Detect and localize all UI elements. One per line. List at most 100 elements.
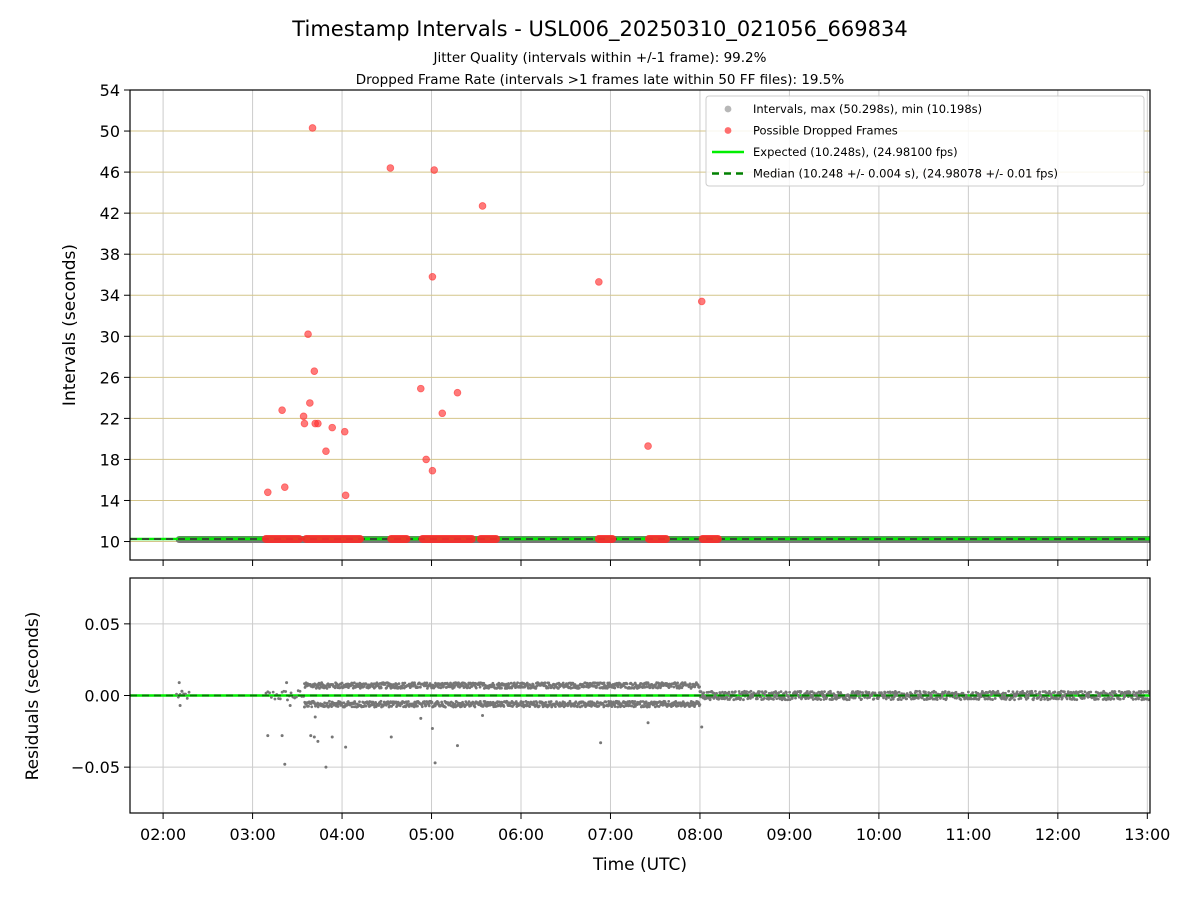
residual-outlier-9 [306,701,310,705]
residual-band-c-point [500,686,503,690]
residual-band-c-point [451,701,455,705]
residual-band-d-point [847,698,851,702]
residual-band-c-point [525,704,528,708]
bottom-ytick-label-2: −0.05 [71,758,120,777]
residual-band-d-point [1105,692,1109,696]
residual-band-c-point [631,683,635,687]
residual-band-d-point [745,690,749,694]
residual-outlier-10 [309,734,313,738]
residual-band-d-point [1041,690,1045,694]
residual-band-c-point [427,704,431,708]
residual-band-c-point [574,700,578,704]
residual-band-c-point [676,704,680,708]
dropped-frame-point-1 [278,406,286,414]
legend-label-0: Intervals, max (50.298s), min (10.198s) [753,102,982,116]
residual-band-d-point [777,691,781,695]
residual-band-c-point [667,700,671,703]
residual-outlier-14 [324,765,328,769]
dropped-frame-point-25 [644,442,652,450]
residual-band-d-point [1065,697,1069,701]
dropped-frame-point-23 [478,202,487,210]
residual-band-d-point [845,698,849,702]
legend-label-1: Possible Dropped Frames [753,124,898,138]
residual-outlier-3 [266,734,270,738]
residual-band-c-point [500,700,504,704]
residual-band-d-point [984,697,987,701]
residual-band-d-point [1013,698,1016,702]
residual-band-d-point [805,690,809,693]
top-ytick-label-7: 38 [100,245,120,264]
residual-band-b-point [268,691,271,695]
residual-band-c-point [663,700,667,703]
residual-band-d-point [1083,690,1087,694]
residual-band-c-point [379,699,383,703]
residual-band-d-point [1053,690,1057,694]
residual-band-d-point [811,698,815,701]
bottom-data [130,681,1150,769]
residual-band-c-point [396,700,400,704]
residual-band-c-point [442,685,445,689]
xtick-label-4: 06:00 [498,825,544,844]
residual-band-d-point [742,698,745,702]
residual-band-d-point [922,698,926,701]
dropped-frame-point-5 [304,330,312,339]
residual-band-d-point [893,694,897,697]
residual-band-d-point [867,691,871,694]
residual-band-c-point [595,686,598,689]
residual-band-d-point [799,690,803,693]
residual-band-d-point [975,697,978,701]
intervals-plot: 10 14 18 22 26 30 34 38 42 46 50 54 Intervals, max (… [100,81,1151,566]
residual-band-d-point [1011,690,1015,694]
residual-band-d-point [1082,696,1086,700]
residual-band-d-point [1038,690,1042,694]
residual-band-c-point [307,704,310,708]
residual-band-d-point [775,697,779,700]
dropped-frame-point-14 [341,491,350,500]
residual-band-d-point [725,695,729,699]
residual-band-c-point [325,686,329,690]
residual-band-b-point [278,697,282,701]
residual-band-c-point [647,682,650,686]
residual-band-c-point [576,684,580,688]
residual-band-d-point [857,692,861,696]
residual-band-c-point [537,704,541,708]
residual-band-d-point [926,697,929,701]
chart-title: Timestamp Intervals - USL006_20250310_02… [291,17,907,42]
residual-band-d-point [829,692,833,695]
residual-band-c-point [639,700,643,703]
residual-band-d-point [755,697,759,701]
xtick-label-2: 04:00 [319,825,365,844]
residual-band-d-point [873,691,877,695]
residual-band-a-point [175,692,178,696]
residual-band-d-point [971,691,975,695]
residual-band-c-point [310,705,314,709]
residual-band-c-point [358,700,361,704]
x-axis-label: Time (UTC) [592,855,687,875]
xtick-label-6: 08:00 [677,825,723,844]
residual-outlier-18 [419,716,423,720]
residual-band-c-point [667,686,671,690]
residual-band-d-point [764,690,768,694]
residual-band-d-point [831,698,834,701]
residual-band-c-point [464,700,468,704]
residual-band-c-point [660,684,663,688]
residual-band-c-point [616,705,620,709]
residual-band-c-point [502,705,506,708]
residual-band-d-point [935,698,939,701]
residual-band-a-point [185,696,189,700]
residual-band-d-point [955,696,958,700]
residual-band-d-point [727,690,731,694]
residual-band-d-point [822,698,826,701]
xtick-label-0: 02:00 [140,825,186,844]
residual-band-d-point [917,696,920,700]
residual-band-d-point [1087,693,1091,696]
residual-band-d-point [721,690,724,694]
residual-band-d-point [1026,696,1030,700]
dropped-frame-point-11 [322,447,330,456]
residual-band-c-point [647,705,651,709]
legend: Intervals, max (50.298s), min (10.198s) P… [705,95,1145,187]
legend-label-3: Median (10.248 +/- 0.004 s), (24.98078 +… [753,167,1058,181]
residual-band-c-point [397,682,401,686]
residual-band-c-point [509,681,513,685]
residual-outlier-12 [316,739,320,743]
